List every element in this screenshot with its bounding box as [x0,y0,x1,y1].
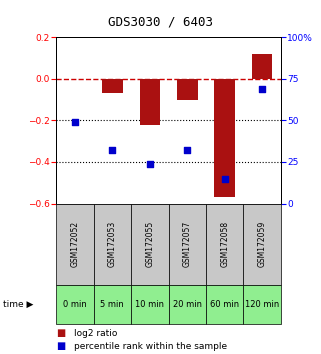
Point [222,176,227,182]
Text: GSM172057: GSM172057 [183,221,192,267]
Text: 20 min: 20 min [173,300,202,309]
Text: 10 min: 10 min [135,300,164,309]
Text: log2 ratio: log2 ratio [74,329,117,338]
Bar [102,79,123,93]
Text: GSM172055: GSM172055 [145,221,154,267]
Bar [252,54,273,79]
Point [72,119,77,125]
Text: percentile rank within the sample: percentile rank within the sample [74,342,227,351]
Text: ■: ■ [56,329,65,338]
Text: 60 min: 60 min [210,300,239,309]
Text: 120 min: 120 min [245,300,279,309]
Bar [177,79,197,99]
Text: GSM172059: GSM172059 [258,221,267,267]
Text: time ▶: time ▶ [3,300,34,309]
Text: GSM172058: GSM172058 [220,221,229,267]
Text: ■: ■ [56,341,65,351]
Point [185,148,190,153]
Text: 0 min: 0 min [63,300,87,309]
Point [260,86,265,92]
Text: GSM172052: GSM172052 [70,221,79,267]
Text: 5 min: 5 min [100,300,124,309]
Bar [214,79,235,197]
Bar [140,79,160,125]
Point [110,148,115,153]
Text: GSM172053: GSM172053 [108,221,117,267]
Text: GDS3030 / 6403: GDS3030 / 6403 [108,16,213,29]
Point [147,161,152,166]
